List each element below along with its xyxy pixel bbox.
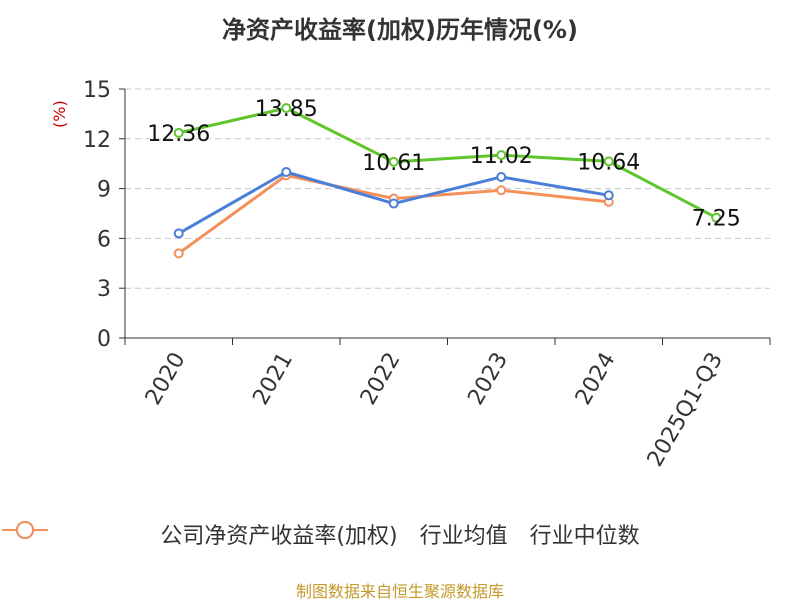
data-point	[603, 156, 614, 167]
data-source-note: 制图数据来自恒生聚源数据库	[295, 582, 504, 601]
chart-title: 净资产收益率(加权)历年情况(%)	[222, 16, 578, 44]
x-tick-label: 2020	[141, 348, 191, 409]
data-label: 11.02	[470, 144, 533, 169]
legend: 公司净资产收益率(加权) 行业均值 行业中位数	[0, 518, 800, 550]
data-label: 7.25	[692, 207, 741, 232]
data-point	[388, 156, 399, 167]
y-tick-label: 9	[97, 178, 111, 203]
data-point	[496, 171, 507, 182]
data-point	[496, 150, 507, 161]
x-tick-label: 2022	[356, 348, 406, 409]
data-point	[173, 127, 184, 138]
legend-label-company-roe: 公司净资产收益率(加权)	[160, 524, 398, 549]
legend-label-industry-median: 行业中位数	[529, 524, 640, 549]
legend-swatch-industry-median	[2, 521, 48, 539]
y-tick-label: 6	[97, 227, 111, 252]
data-point	[173, 228, 184, 239]
y-tick-label: 12	[83, 128, 111, 153]
series-line	[177, 173, 609, 255]
data-point	[603, 190, 614, 201]
data-label: 12.36	[147, 122, 210, 147]
data-label: 10.64	[577, 150, 640, 175]
data-label: 10.61	[362, 151, 425, 176]
y-tick-label: 15	[83, 78, 111, 103]
data-point	[711, 212, 722, 223]
x-tick-label: 2021	[248, 348, 298, 409]
data-point	[281, 103, 292, 114]
series-line	[178, 106, 717, 219]
x-tick-label: 2025Q1-Q3	[643, 348, 728, 471]
legend-item-company-roe[interactable]: 公司净资产收益率(加权)	[2, 518, 398, 550]
legend-item-industry-median[interactable]: 行业中位数	[2, 518, 640, 550]
data-point	[496, 185, 507, 196]
data-point	[281, 167, 292, 177]
y-tick-label: 0	[97, 327, 111, 352]
data-point	[388, 198, 399, 209]
data-point	[173, 248, 184, 259]
x-tick-label: 2024	[571, 348, 621, 409]
legend-label-industry-mean: 行业均值	[419, 524, 508, 549]
x-tick-label: 2023	[463, 348, 513, 409]
data-label: 13.85	[255, 97, 318, 122]
legend-item-industry-mean[interactable]: 行业均值	[2, 518, 508, 550]
y-tick-label: 3	[97, 277, 111, 302]
